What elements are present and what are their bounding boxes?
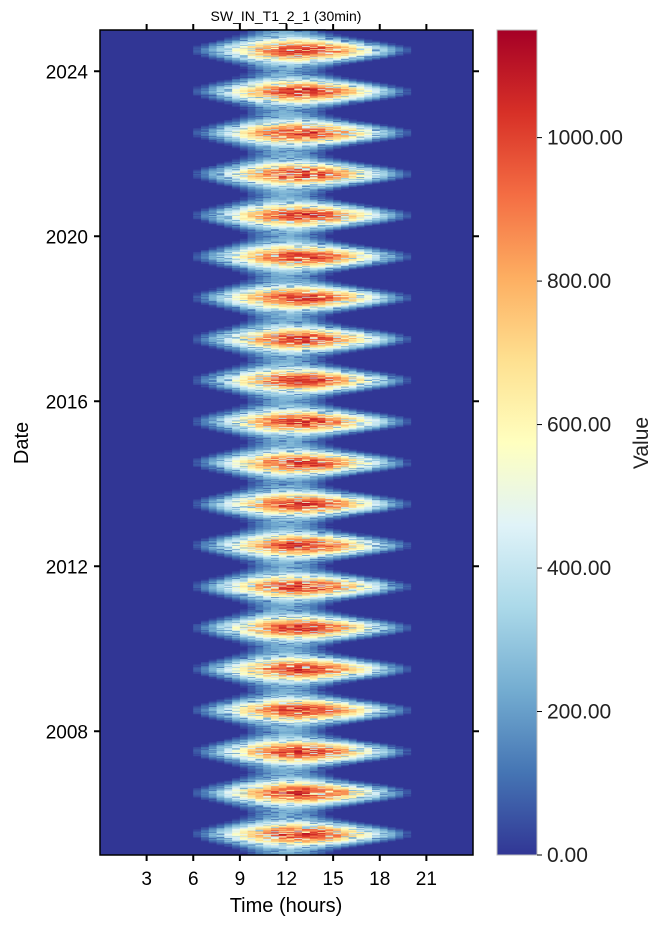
heatmap-cell (388, 827, 396, 828)
heatmap-cell (193, 788, 201, 789)
heatmap-cell (232, 654, 240, 655)
heatmap-cell (356, 781, 364, 782)
heatmap-cell (217, 659, 225, 660)
heatmap-cell (333, 735, 341, 736)
heatmap-cell (224, 739, 232, 740)
heatmap-cell (209, 701, 217, 702)
heatmap-cell (240, 815, 248, 816)
heatmap-cell (217, 823, 225, 824)
heatmap-cell (201, 703, 209, 704)
heatmap-cell (380, 784, 388, 785)
heatmap-cell (403, 830, 411, 831)
heatmap-cell (201, 744, 209, 745)
chart-title: SW_IN_T1_2_1 (30min) (211, 8, 362, 24)
heatmap-cell (403, 707, 411, 708)
heatmap-cell (325, 650, 333, 651)
heatmap-cell (341, 778, 349, 779)
heatmap-cell (201, 827, 209, 828)
heatmap-cell (325, 773, 333, 774)
heatmap-cell (240, 774, 248, 775)
heatmap-cell (364, 782, 372, 783)
heatmap-cell (193, 829, 201, 830)
heatmap-cell (333, 653, 341, 654)
heatmap-cell (217, 782, 225, 783)
heatmap-cell (201, 786, 209, 787)
heatmap-cell (356, 698, 364, 699)
heatmap-cell (380, 825, 388, 826)
heatmap-cell (388, 703, 396, 704)
heatmap-cell (232, 737, 240, 738)
heatmap-cell (388, 662, 396, 663)
heatmap-cell (349, 656, 357, 657)
heatmap-plot-area (100, 29, 473, 855)
heatmap-cell (224, 697, 232, 698)
heatmap-cell (372, 701, 380, 702)
heatmap-cell (380, 660, 388, 661)
heatmap-cell (395, 787, 403, 788)
heatmap-cell (388, 744, 396, 745)
heatmap-cell (193, 664, 201, 665)
heatmap-cell (395, 664, 403, 665)
heatmap-cell (341, 655, 349, 656)
heatmap-cell (333, 777, 341, 778)
heatmap-cell (341, 738, 349, 739)
heatmap-cell (356, 822, 364, 823)
heatmap-cell (240, 776, 248, 777)
heatmap-cell (240, 734, 248, 735)
heatmap-cell (349, 820, 357, 821)
heatmap-cell (224, 656, 232, 657)
heatmap-cell (380, 702, 388, 703)
heatmap-cell (364, 659, 372, 660)
heatmap-cell (364, 699, 372, 700)
heatmap-cell (232, 819, 240, 820)
heatmap-cell (372, 783, 380, 784)
heatmap-cell (209, 742, 217, 743)
heatmap-cell (356, 740, 364, 741)
heatmap-cell (372, 659, 380, 660)
heatmap-cell (395, 829, 403, 830)
heatmap-cell (403, 665, 411, 666)
heatmap-cell (232, 778, 240, 779)
heatmap-cell (325, 815, 333, 816)
heatmap-cell (356, 657, 364, 658)
heatmap-cell (364, 741, 372, 742)
heatmap-cell (395, 705, 403, 706)
heatmap-cell (372, 742, 380, 743)
heatmap-cell (232, 695, 240, 696)
heatmap-cell (201, 662, 209, 663)
heatmap-cell (395, 746, 403, 747)
heatmap-cell (224, 781, 232, 782)
heatmap-cell (193, 706, 201, 707)
heatmap-cell (325, 691, 333, 692)
heatmap-cell (240, 692, 248, 693)
heatmap-cell (325, 732, 333, 733)
heatmap-cell (364, 824, 372, 825)
heatmap-cell (388, 786, 396, 787)
heatmap-cell (403, 748, 411, 749)
heatmap-cell (372, 824, 380, 825)
heatmap-cell (349, 780, 357, 781)
heatmap-cell (240, 650, 248, 651)
heatmap-cell (349, 739, 357, 740)
heatmap-cell (209, 783, 217, 784)
heatmap-cell (341, 820, 349, 821)
heatmap-cell (333, 818, 341, 819)
heatmap-cell (193, 747, 201, 748)
heatmap-cell (217, 699, 225, 700)
heatmap-cell (224, 821, 232, 822)
heatmap-cell (209, 824, 217, 825)
heatmap-cell (209, 659, 217, 660)
heatmap-cell (240, 770, 248, 771)
heatmap-cell (403, 789, 411, 790)
heatmap-cell (333, 694, 341, 695)
heatmap-cell (380, 743, 388, 744)
heatmap-cell (349, 697, 357, 698)
heatmap-cell (217, 741, 225, 742)
heatmap-cell (341, 696, 349, 697)
